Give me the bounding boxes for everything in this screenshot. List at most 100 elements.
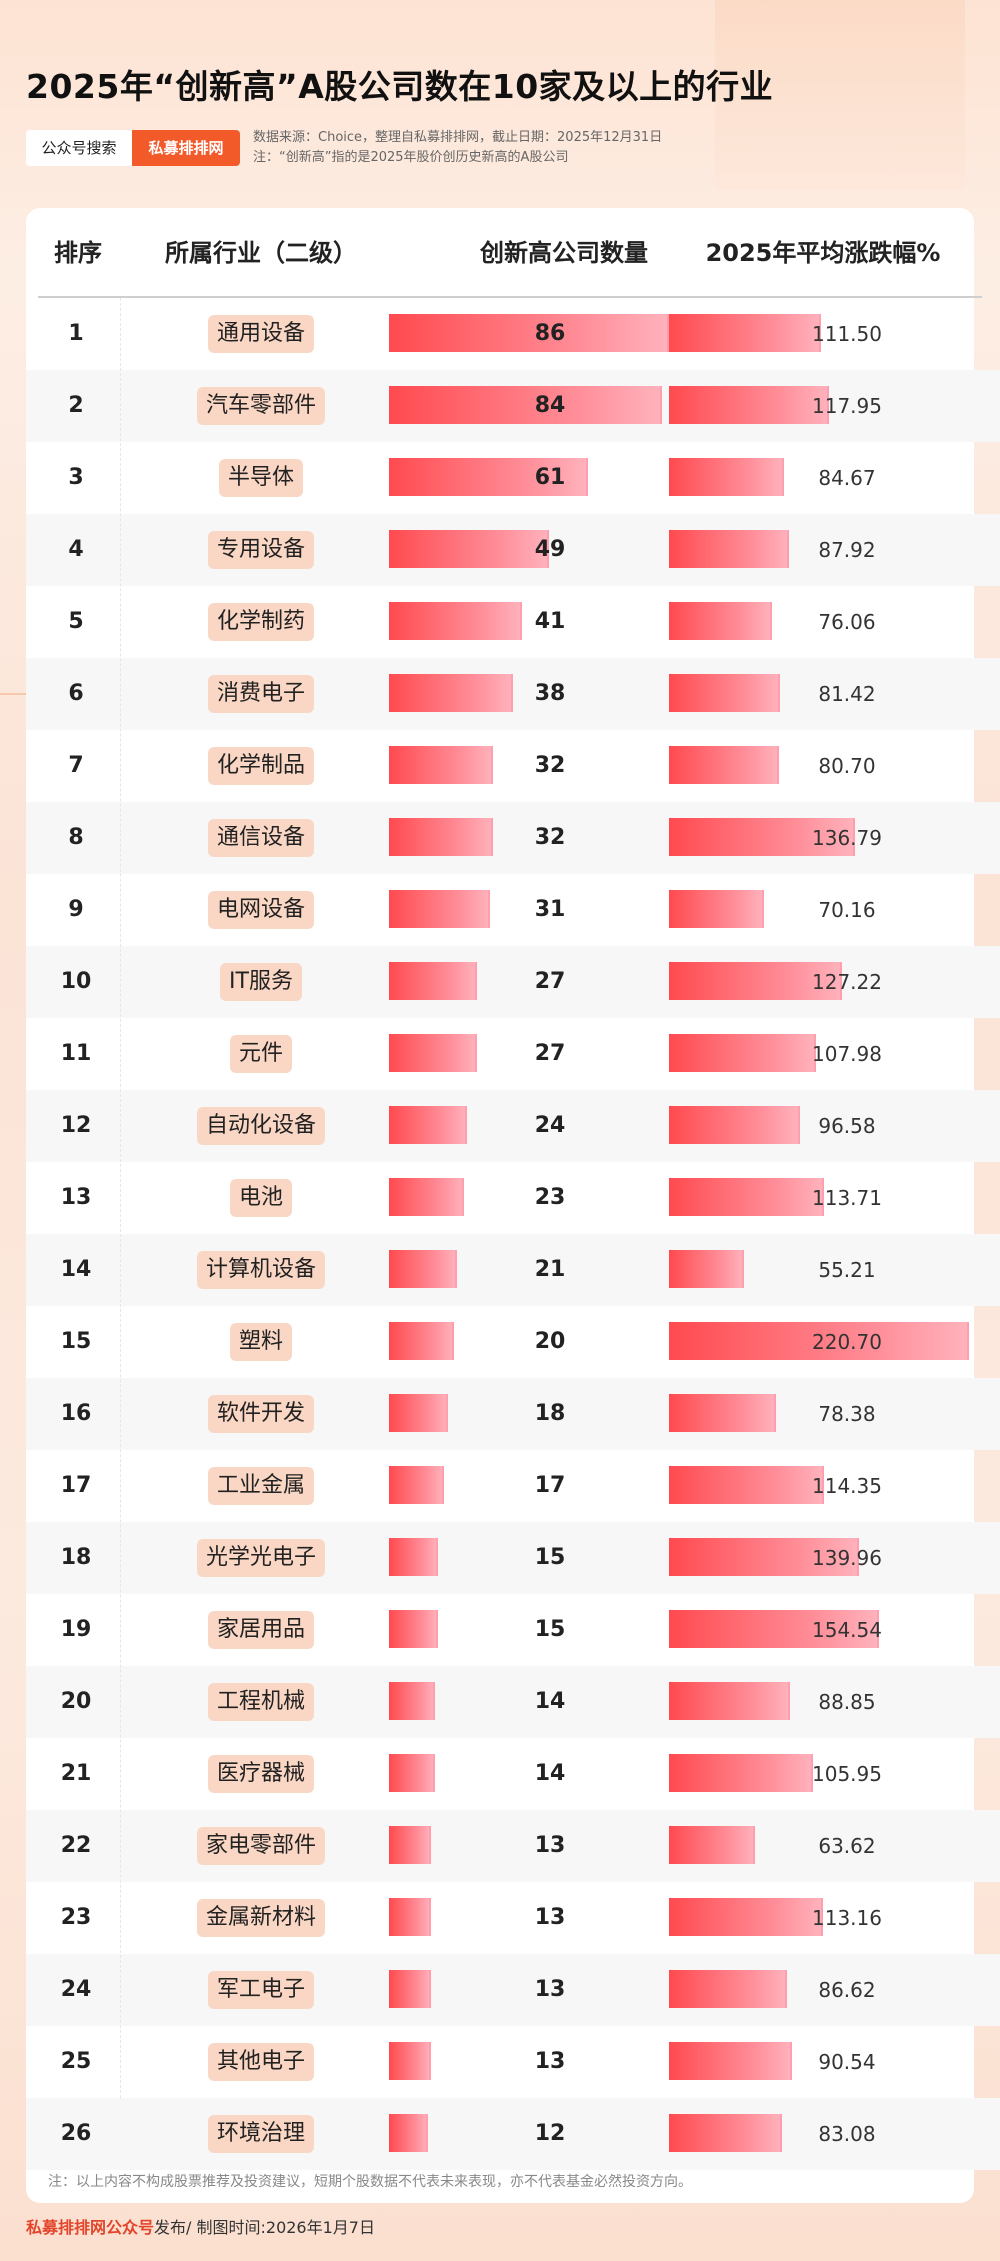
count-value: 20 bbox=[534, 1329, 566, 1354]
count-bar bbox=[389, 1682, 435, 1720]
return-value: 136.79 bbox=[812, 826, 882, 850]
rank-cell: 17 bbox=[60, 1473, 92, 1498]
count-value: 61 bbox=[534, 465, 566, 490]
table-row: 23 金属新材料 13 113.16 bbox=[26, 1882, 1000, 1954]
rank-cell: 4 bbox=[68, 537, 84, 562]
industry-label: 化学制药 bbox=[207, 603, 314, 641]
table-row: 24 军工电子 13 86.62 bbox=[26, 1954, 1000, 2026]
count-bar bbox=[389, 1034, 477, 1072]
return-bar bbox=[669, 1826, 756, 1864]
return-value: 107.98 bbox=[812, 1042, 882, 1066]
industry-cell: 金属新材料 bbox=[126, 1882, 396, 1954]
industry-label: 汽车零部件 bbox=[196, 387, 325, 425]
industry-label: 金属新材料 bbox=[196, 1899, 325, 1937]
rank-cell: 26 bbox=[60, 2121, 92, 2146]
return-value: 117.95 bbox=[812, 394, 882, 418]
industry-label: 工程机械 bbox=[207, 1683, 314, 1721]
return-bar bbox=[669, 674, 780, 712]
count-value: 14 bbox=[534, 1761, 566, 1786]
rank-cell: 6 bbox=[68, 681, 84, 706]
return-value: 154.54 bbox=[812, 1618, 882, 1642]
table-row: 9 电网设备 31 70.16 bbox=[26, 874, 1000, 946]
return-value: 220.70 bbox=[812, 1330, 882, 1354]
count-value: 32 bbox=[534, 825, 566, 850]
industry-cell: 家居用品 bbox=[126, 1594, 396, 1666]
header-decoration bbox=[715, 0, 965, 190]
industry-cell: 自动化设备 bbox=[126, 1090, 396, 1162]
industry-cell: 元件 bbox=[126, 1018, 396, 1090]
count-bar bbox=[389, 1754, 435, 1792]
rank-cell: 10 bbox=[60, 969, 92, 994]
count-value: 84 bbox=[534, 393, 566, 418]
count-value: 38 bbox=[534, 681, 566, 706]
return-value: 113.16 bbox=[812, 1906, 882, 1930]
count-bar bbox=[389, 2042, 432, 2080]
rank-cell: 1 bbox=[68, 321, 84, 346]
return-bar bbox=[669, 962, 842, 1000]
industry-label: 自动化设备 bbox=[196, 1107, 325, 1145]
return-value: 111.50 bbox=[812, 322, 882, 346]
count-value: 21 bbox=[534, 1257, 566, 1282]
return-bar bbox=[669, 1394, 776, 1432]
industry-label: 半导体 bbox=[218, 459, 303, 497]
return-bar bbox=[669, 1178, 824, 1216]
count-bar bbox=[389, 1826, 432, 1864]
rank-cell: 19 bbox=[60, 1617, 92, 1642]
count-bar bbox=[389, 674, 513, 712]
disclaimer: 注：以上内容不构成股票推荐及投资建议，短期个股数据不代表未来表现，亦不代表基金必… bbox=[48, 2174, 692, 2190]
publisher-brand: 私募排排网公众号 bbox=[26, 2218, 155, 2237]
count-bar bbox=[389, 890, 490, 928]
count-value: 24 bbox=[534, 1113, 566, 1138]
table-row: 7 化学制品 32 80.70 bbox=[26, 730, 1000, 802]
industry-label: 其他电子 bbox=[207, 2043, 314, 2081]
count-value: 15 bbox=[534, 1545, 566, 1570]
rank-cell: 24 bbox=[60, 1977, 92, 2002]
table-row: 12 自动化设备 24 96.58 bbox=[26, 1090, 1000, 1162]
count-value: 27 bbox=[534, 1041, 566, 1066]
industry-label: 医疗器械 bbox=[207, 1755, 314, 1793]
table-row: 6 消费电子 38 81.42 bbox=[26, 658, 1000, 730]
count-value: 32 bbox=[534, 753, 566, 778]
industry-cell: 通信设备 bbox=[126, 802, 396, 874]
industry-label: 专用设备 bbox=[207, 531, 314, 569]
publish-date: 发布/ 制图时间:2026年1月7日 bbox=[154, 2218, 375, 2237]
return-value: 81.42 bbox=[818, 682, 876, 706]
industry-cell: 电池 bbox=[126, 1162, 396, 1234]
return-value: 87.92 bbox=[818, 538, 876, 562]
return-value: 105.95 bbox=[812, 1762, 882, 1786]
brand-tag[interactable]: 私募排排网 bbox=[132, 130, 240, 166]
industry-label: 软件开发 bbox=[207, 1395, 314, 1433]
count-bar bbox=[389, 386, 663, 424]
return-bar bbox=[669, 2114, 782, 2152]
count-value: 86 bbox=[534, 321, 566, 346]
return-bar bbox=[669, 1250, 745, 1288]
count-bar bbox=[389, 1322, 455, 1360]
rank-cell: 18 bbox=[60, 1545, 92, 1570]
return-value: 96.58 bbox=[818, 1114, 876, 1138]
return-value: 114.35 bbox=[812, 1474, 882, 1498]
industry-label: 环境治理 bbox=[207, 2115, 314, 2153]
rank-cell: 3 bbox=[68, 465, 84, 490]
industry-label: 家居用品 bbox=[207, 1611, 314, 1649]
table-row: 14 计算机设备 21 55.21 bbox=[26, 1234, 1000, 1306]
count-bar bbox=[389, 1466, 445, 1504]
rank-cell: 2 bbox=[68, 393, 84, 418]
return-bar bbox=[669, 1754, 814, 1792]
table-row: 11 元件 27 107.98 bbox=[26, 1018, 1000, 1090]
return-bar bbox=[669, 746, 779, 784]
table-row: 25 其他电子 13 90.54 bbox=[26, 2026, 1000, 2098]
table-row: 16 软件开发 18 78.38 bbox=[26, 1378, 1000, 1450]
page-title: 2025年“创新高”A股公司数在10家及以上的行业 bbox=[26, 67, 774, 106]
rank-cell: 9 bbox=[68, 897, 84, 922]
industry-cell: 软件开发 bbox=[126, 1378, 396, 1450]
return-value: 78.38 bbox=[818, 1402, 876, 1426]
return-value: 84.67 bbox=[818, 466, 876, 490]
industry-label: 光学光电子 bbox=[196, 1539, 325, 1577]
header-rank: 排序 bbox=[54, 239, 102, 267]
count-bar bbox=[389, 1898, 432, 1936]
count-bar bbox=[389, 1610, 438, 1648]
count-value: 17 bbox=[534, 1473, 566, 1498]
count-value: 13 bbox=[534, 1905, 566, 1930]
industry-label: 塑料 bbox=[229, 1323, 292, 1361]
table-row: 19 家居用品 15 154.54 bbox=[26, 1594, 1000, 1666]
